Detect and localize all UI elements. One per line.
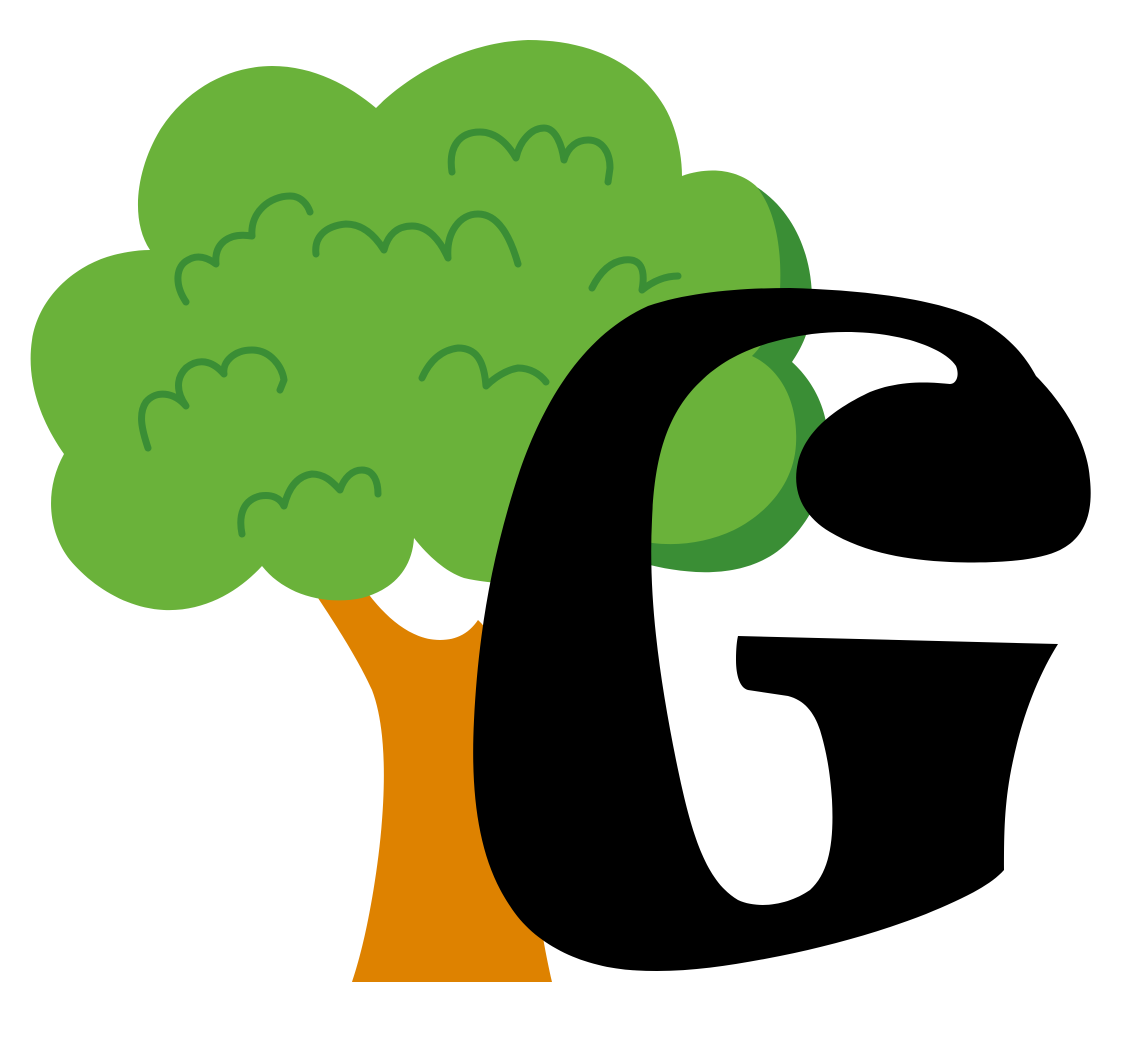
canopy-detail-stroke [174, 192, 314, 306]
canopy-detail-stroke [418, 344, 550, 390]
canopy-detail-stroke [237, 466, 382, 538]
letter-g-shape [473, 288, 1091, 972]
canopy-detail-stroke [588, 256, 682, 294]
canopy-detail-stroke [138, 346, 288, 452]
canopy-details [138, 124, 682, 538]
canopy-detail-stroke [447, 124, 614, 186]
canopy-detail-stroke [312, 210, 522, 268]
letter-g-text: G [786, 922, 795, 933]
letter-g: G [473, 288, 1091, 972]
